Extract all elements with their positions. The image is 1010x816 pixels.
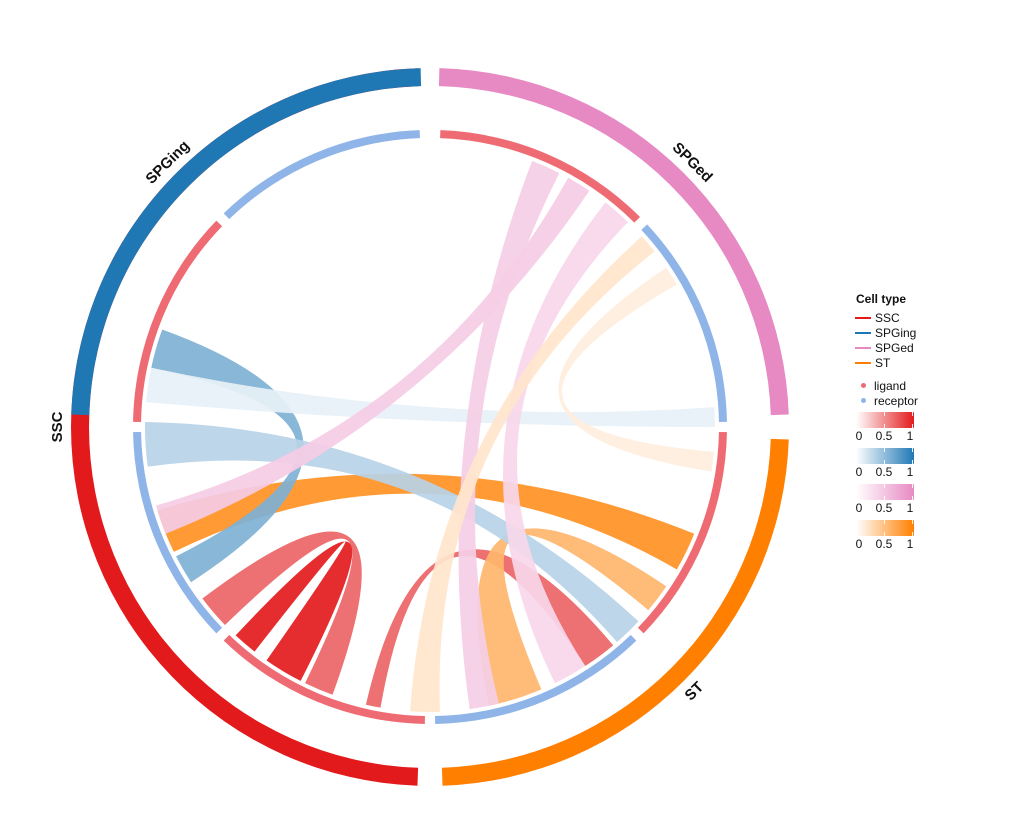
color-scale-bar	[856, 412, 914, 428]
legend-roles: ligand receptor	[852, 378, 962, 408]
scale-tick-label: 0.5	[875, 537, 893, 551]
sector-label-st: ST	[682, 679, 708, 705]
legend-color-scales: 0 0.5 1 0 0.5 1 0 0.5 1 0 0.5 1	[852, 412, 962, 552]
link-st-to-ssc	[157, 473, 695, 570]
cell-type-sectors	[71, 68, 789, 786]
color-scale-bar	[856, 484, 914, 500]
legend-dot-swatch	[861, 398, 866, 403]
link-st-to-st	[477, 528, 667, 706]
track-st-receptor	[435, 634, 637, 724]
track-spged-receptor	[641, 224, 727, 422]
scale-tick-label: 1	[906, 465, 914, 479]
scale-tick-label: 0	[855, 537, 863, 551]
scale-tick-label: 0	[855, 429, 863, 443]
legend-label: SSC	[875, 310, 900, 325]
link-ssc-to-ssc	[235, 541, 353, 681]
scale-tick-label: 1	[906, 537, 914, 551]
track-spging-receptor	[223, 130, 420, 220]
legend-item-spging: SPGing	[852, 325, 962, 340]
color-scale: 0 0.5 1	[852, 448, 962, 480]
track-st-ligand	[637, 432, 727, 634]
color-scale: 0 0.5 1	[852, 484, 962, 516]
legend-title: Cell type	[856, 292, 907, 306]
scale-tick-label: 0.5	[875, 429, 893, 443]
track-spging-ligand	[133, 220, 223, 422]
scale-tick-label: 0	[855, 501, 863, 515]
color-scale-bar	[856, 520, 914, 536]
scale-tick-label: 1	[906, 429, 914, 443]
link-spging-to-spging	[146, 367, 715, 427]
track-ssc-ligand	[223, 634, 425, 724]
link-ssc-to-st	[365, 549, 614, 708]
legend: Cell type SSC SPGing SPGed ST ligand recepto…	[852, 292, 962, 552]
legend-item-ligand: ligand	[852, 378, 962, 393]
legend-line-swatch	[855, 331, 871, 334]
legend-dot-swatch	[861, 383, 866, 388]
scale-tick-label: 0.5	[875, 465, 893, 479]
legend-item-receptor: receptor	[852, 393, 962, 408]
legend-line-swatch	[855, 316, 871, 319]
legend-label: receptor	[874, 393, 919, 408]
link-spged-to-spged	[502, 202, 628, 684]
sector-ssc	[71, 68, 419, 786]
link-spged-to-st	[458, 160, 560, 710]
track-spged-ligand	[440, 130, 641, 223]
legend-line-swatch	[855, 361, 871, 364]
link-st-to-st	[558, 267, 714, 472]
links-layer	[145, 160, 715, 712]
legend-item-st: ST	[852, 355, 962, 370]
legend-line-swatch	[855, 346, 871, 349]
link-spging-to-st	[145, 422, 639, 643]
scale-tick-label: 0.5	[875, 501, 893, 515]
legend-cell-types: SSC SPGing SPGed ST	[852, 310, 962, 370]
legend-label: ligand	[874, 378, 907, 393]
sector-spged	[438, 68, 789, 416]
sector-st	[441, 438, 789, 786]
color-scale: 0 0.5 1	[852, 412, 962, 444]
legend-label: SPGing	[875, 325, 917, 340]
scale-tick-label: 0	[855, 465, 863, 479]
sector-label-ssc: SSC	[49, 411, 66, 442]
role-tracks	[133, 130, 727, 724]
link-ssc-to-ssc	[202, 531, 362, 695]
legend-item-spged: SPGed	[852, 340, 962, 355]
legend-label: ST	[875, 355, 891, 370]
link-spged-to-ssc	[156, 177, 590, 534]
sector-spging	[71, 68, 422, 416]
link-st-to-spged	[410, 236, 655, 712]
track-ssc-receptor	[133, 432, 223, 634]
legend-item-ssc: SSC	[852, 310, 962, 325]
legend-label: SPGed	[875, 340, 914, 355]
color-scale-bar	[856, 448, 914, 464]
color-scale: 0 0.5 1	[852, 520, 962, 552]
scale-tick-label: 1	[906, 501, 914, 515]
